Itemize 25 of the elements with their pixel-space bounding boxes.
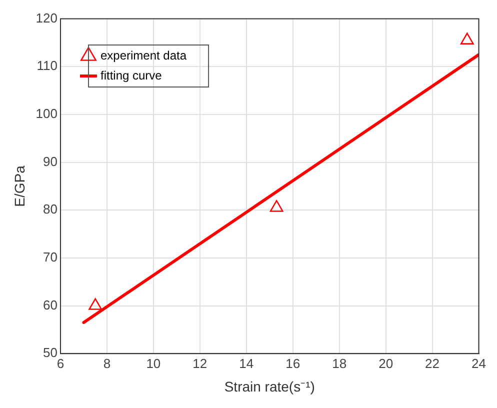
x-tick-label: 16 [286, 356, 300, 371]
point [460, 32, 474, 44]
point [88, 298, 102, 310]
y-tick-label: 70 [43, 250, 58, 265]
x-tick-label: 20 [378, 356, 394, 371]
x-tick-label: 10 [146, 356, 161, 371]
y-tick-label: 60 [43, 297, 58, 312]
x-axis-title: Strain rate(s⁻¹) [224, 378, 315, 394]
x-tick-label: 12 [192, 356, 208, 371]
y-tick-label: 100 [36, 106, 58, 122]
x-tick-label: 22 [425, 356, 440, 371]
x-tick-label: 6 [56, 356, 64, 371]
y-tick-label: 80 [43, 202, 58, 217]
point [270, 200, 284, 212]
x-tick-label: 14 [239, 356, 254, 371]
y-tick-label: 110 [36, 58, 58, 74]
legend-label: fitting curve [100, 68, 162, 82]
x-tick-label: 8 [103, 356, 111, 371]
y-tick-label: 90 [43, 154, 58, 169]
y-axis-title: E/GPa [11, 165, 28, 207]
x-tick-label: 24 [472, 356, 486, 371]
x-tick-label: 18 [332, 356, 347, 371]
y-tick-label: 50 [43, 345, 58, 360]
y-tick-label: 120 [36, 10, 58, 26]
legend-label: experiment data [100, 48, 187, 62]
